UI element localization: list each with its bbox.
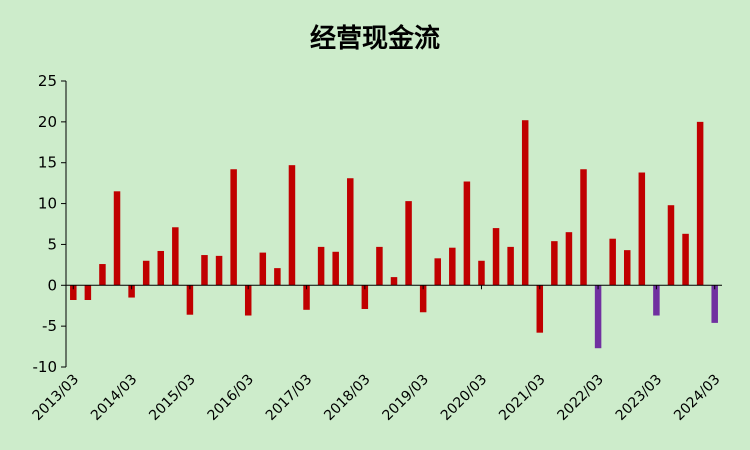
bar [623,250,631,286]
y-tick-label: 25 [38,72,57,90]
y-tick-label: 20 [38,113,57,131]
bar [215,255,223,286]
x-tick-label: 2018/03 [321,372,373,424]
bar [478,260,485,286]
bar [274,268,281,286]
bar [580,169,587,286]
bar [157,250,165,286]
bar [332,251,339,286]
x-tick-label: 2021/03 [496,372,548,424]
x-tick-label: 2024/03 [671,372,723,424]
y-tick-label: 5 [47,235,57,253]
y-tick-label: -10 [33,358,58,376]
bar [536,285,544,333]
bar [463,181,471,286]
bar [376,246,383,286]
bar [288,165,296,286]
x-tick-label: 2014/03 [88,372,140,424]
bar [638,172,646,286]
bar [128,285,135,298]
bar [317,246,325,286]
bar [594,285,602,349]
bar [244,285,252,316]
x-tick-label: 2022/03 [554,372,606,424]
x-tick-label: 2013/03 [30,372,82,424]
bar [667,205,675,286]
x-tick-label: 2015/03 [146,372,198,424]
x-tick-label: 2016/03 [205,372,257,424]
bar [551,241,558,286]
x-axis: 2013/03 2014/03 2015/03 2016/03 2017/03 2018/… [30,285,724,424]
bar [172,227,179,286]
bar [492,228,500,286]
bar [711,285,718,323]
bar [230,169,237,286]
bar [84,285,92,300]
bars [66,120,722,349]
bar [186,285,194,315]
bar [682,233,689,286]
bar [419,285,427,313]
bar [361,285,369,309]
bar [201,255,208,286]
bar [609,238,616,286]
bar [653,285,660,316]
y-tick-label: 10 [38,195,57,213]
x-tick-label: 2019/03 [380,372,432,424]
bar [142,260,150,286]
y-axis: 25 20 15 10 5 0 -5 -10 [33,72,67,376]
bar [449,247,456,286]
bar [405,201,412,286]
bar [70,285,77,300]
bar [390,277,398,286]
bar [303,285,310,310]
bar [507,246,514,286]
x-tick-label: 2023/03 [613,372,665,424]
bar [565,232,573,286]
bar [434,258,441,286]
bar [259,252,267,286]
y-tick-label: -5 [42,317,57,335]
chart-title: 经营现金流 [310,23,440,54]
x-tick-label: 2020/03 [438,372,490,424]
bar [347,178,354,286]
bar [113,191,121,286]
bar [696,121,704,286]
bar [99,264,106,286]
y-tick-label: 0 [47,276,57,294]
x-tick-label: 2017/03 [263,372,315,424]
y-tick-label: 15 [38,154,57,172]
bar [521,120,529,286]
